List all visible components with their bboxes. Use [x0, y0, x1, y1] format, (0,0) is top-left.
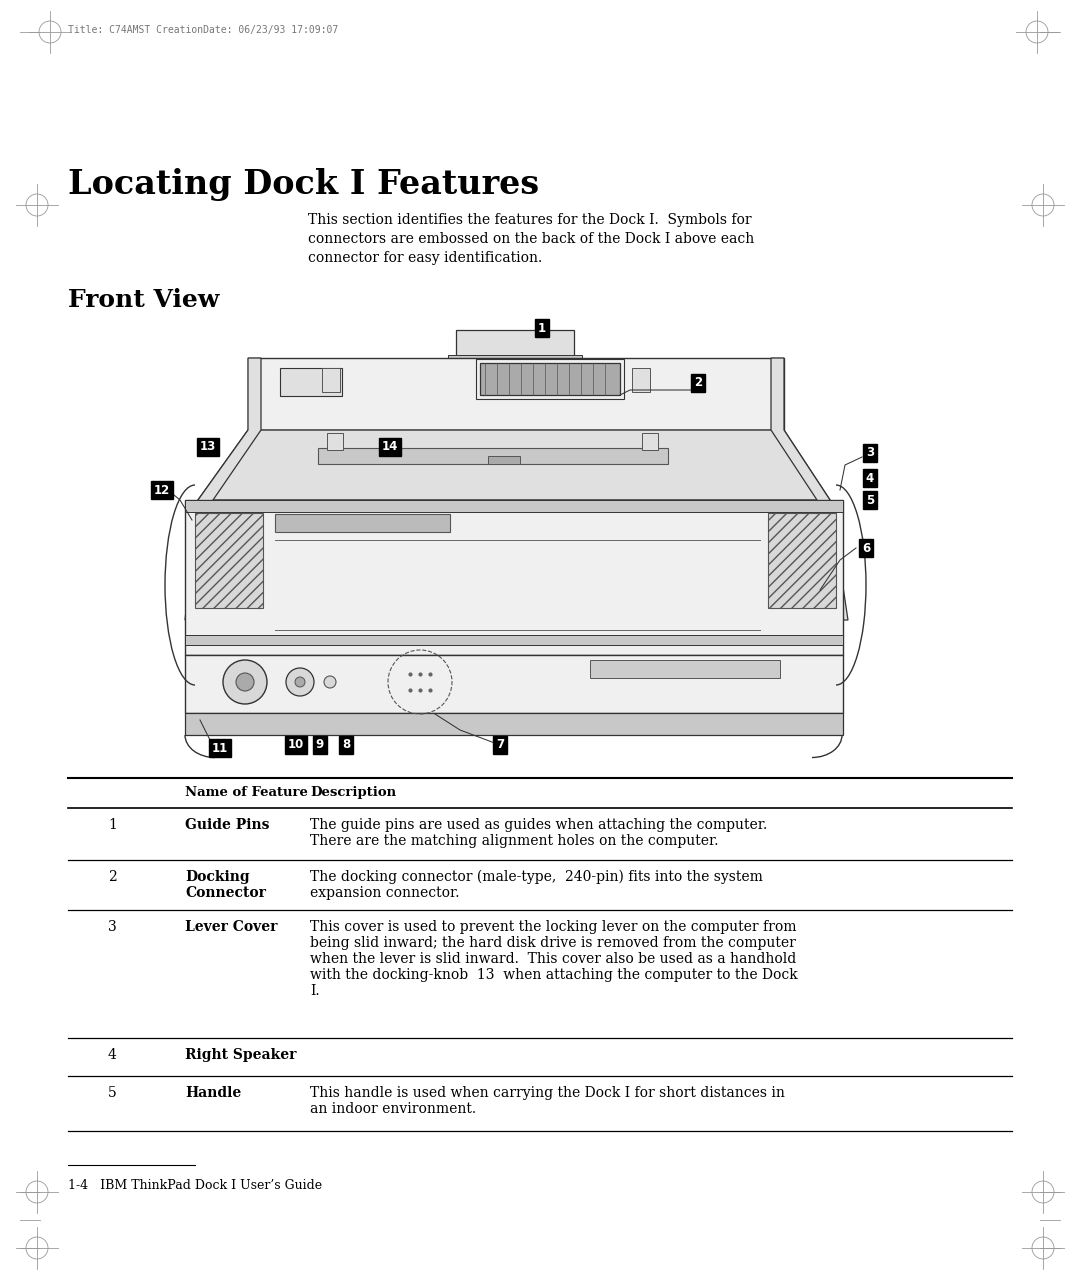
- Text: expansion connector.: expansion connector.: [310, 886, 459, 900]
- Text: The docking connector (male-type,  240-pin) fits into the system: The docking connector (male-type, 240-pi…: [310, 870, 762, 885]
- Text: Docking: Docking: [185, 870, 249, 884]
- Text: 7: 7: [496, 738, 504, 751]
- Polygon shape: [771, 358, 848, 621]
- Text: 13: 13: [200, 441, 216, 453]
- Bar: [185, 713, 843, 736]
- Text: 2: 2: [694, 377, 702, 389]
- Bar: [185, 501, 843, 655]
- Polygon shape: [488, 456, 519, 464]
- Text: an indoor environment.: an indoor environment.: [310, 1102, 476, 1116]
- Text: 6: 6: [862, 541, 870, 554]
- Text: 9: 9: [315, 738, 324, 751]
- Polygon shape: [318, 448, 669, 464]
- Text: Title: C74AMST CreationDate: 06/23/93 17:09:07: Title: C74AMST CreationDate: 06/23/93 17…: [68, 26, 338, 34]
- Text: Front View: Front View: [68, 289, 219, 312]
- Polygon shape: [198, 430, 831, 501]
- Text: Name of Feature: Name of Feature: [185, 787, 308, 799]
- Text: 12: 12: [153, 484, 171, 497]
- Text: I.: I.: [310, 985, 320, 999]
- Bar: [456, 329, 573, 358]
- Bar: [185, 501, 843, 512]
- Polygon shape: [590, 660, 780, 678]
- Text: with the docking-knob  13  when attaching the computer to the Dock: with the docking-knob 13 when attaching …: [310, 968, 798, 982]
- Bar: [280, 368, 342, 396]
- Text: This handle is used when carrying the Dock I for short distances in: This handle is used when carrying the Do…: [310, 1085, 785, 1099]
- Text: 8: 8: [342, 738, 350, 751]
- Text: Handle: Handle: [185, 1085, 241, 1099]
- Text: when the lever is slid inward.  This cover also be used as a handhold: when the lever is slid inward. This cove…: [310, 951, 796, 965]
- Text: 1: 1: [538, 322, 546, 335]
- Text: 4: 4: [108, 1048, 117, 1062]
- Text: Guide Pins: Guide Pins: [185, 819, 270, 833]
- Text: 1: 1: [108, 819, 117, 833]
- Circle shape: [324, 676, 336, 688]
- Text: 5: 5: [108, 1085, 117, 1099]
- Text: 2: 2: [108, 870, 117, 884]
- Bar: [185, 655, 843, 713]
- Circle shape: [222, 660, 267, 704]
- Bar: [476, 359, 624, 398]
- Text: This section identifies the features for the Dock I.  Symbols for: This section identifies the features for…: [308, 213, 752, 227]
- Text: 10: 10: [288, 738, 305, 751]
- Polygon shape: [642, 433, 658, 450]
- Circle shape: [286, 668, 314, 696]
- Text: Right Speaker: Right Speaker: [185, 1048, 296, 1062]
- Circle shape: [237, 673, 254, 691]
- Bar: [185, 635, 843, 645]
- Text: Locating Dock I Features: Locating Dock I Features: [68, 169, 539, 200]
- Text: being slid inward; the hard disk drive is removed from the computer: being slid inward; the hard disk drive i…: [310, 936, 796, 950]
- Bar: [768, 513, 836, 608]
- Bar: [195, 513, 264, 608]
- Bar: [632, 368, 650, 392]
- Text: Description: Description: [310, 787, 396, 799]
- Text: 5: 5: [866, 493, 874, 507]
- Text: 3: 3: [108, 919, 117, 933]
- Text: The guide pins are used as guides when attaching the computer.: The guide pins are used as guides when a…: [310, 819, 767, 833]
- Bar: [248, 358, 784, 430]
- Bar: [322, 368, 340, 392]
- Text: Connector: Connector: [185, 886, 266, 900]
- Text: 4: 4: [866, 471, 874, 484]
- Text: 14: 14: [382, 441, 399, 453]
- Text: 3: 3: [866, 447, 874, 460]
- Text: 11: 11: [212, 742, 228, 755]
- Polygon shape: [185, 358, 261, 621]
- Bar: [448, 355, 582, 363]
- Text: connector for easy identification.: connector for easy identification.: [308, 252, 542, 266]
- Bar: [480, 363, 620, 395]
- Text: There are the matching alignment holes on the computer.: There are the matching alignment holes o…: [310, 834, 718, 848]
- Polygon shape: [327, 433, 343, 450]
- Text: connectors are embossed on the back of the Dock I above each: connectors are embossed on the back of t…: [308, 232, 754, 246]
- Text: Lever Cover: Lever Cover: [185, 919, 278, 933]
- Text: 1-4   IBM ThinkPad Dock I User’s Guide: 1-4 IBM ThinkPad Dock I User’s Guide: [68, 1179, 322, 1191]
- Text: This cover is used to prevent the locking lever on the computer from: This cover is used to prevent the lockin…: [310, 919, 797, 933]
- Circle shape: [295, 677, 305, 687]
- Bar: [275, 515, 450, 533]
